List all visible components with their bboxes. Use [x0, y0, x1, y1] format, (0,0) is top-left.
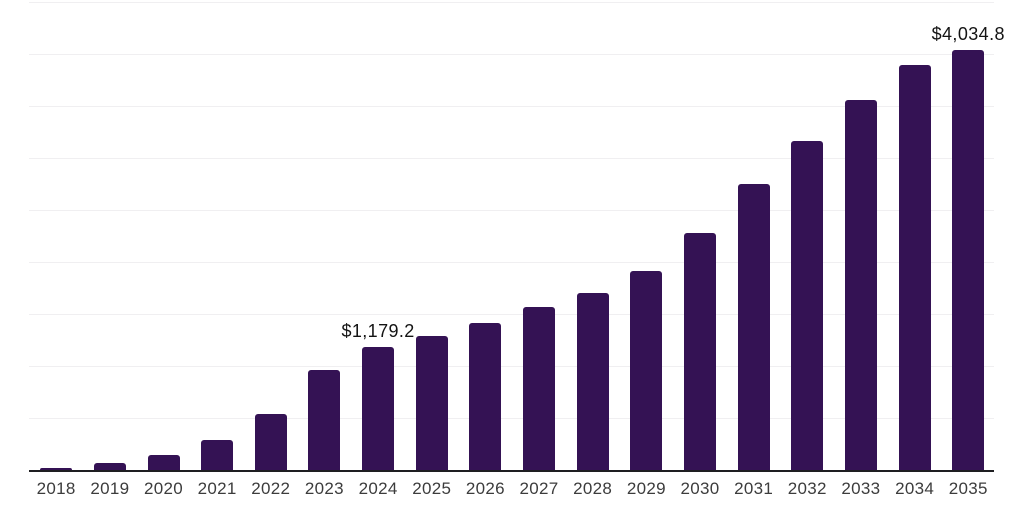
x-tick-label-2031: 2031 [734, 479, 774, 498]
bar-2029 [630, 270, 663, 470]
x-tick-label-2028: 2028 [573, 479, 613, 498]
x-tick-label-2021: 2021 [197, 479, 237, 498]
gridline [29, 366, 994, 367]
bar-2025 [415, 335, 448, 470]
data-label-2035: $4,034.8 [931, 24, 1005, 45]
x-tick-label-2035: 2035 [948, 479, 988, 498]
bar-2023 [308, 370, 341, 470]
bar-2027 [523, 307, 556, 470]
bar-2022 [254, 414, 287, 470]
bar-2021 [201, 440, 234, 470]
bar-2019 [93, 462, 126, 470]
x-tick-label-2034: 2034 [895, 479, 935, 498]
bar-2020 [147, 454, 180, 470]
gridline [29, 418, 994, 419]
gridline [29, 158, 994, 159]
bar-2018 [40, 467, 73, 470]
x-tick-label-2022: 2022 [251, 479, 291, 498]
gridline [29, 106, 994, 107]
x-tick-label-2019: 2019 [90, 479, 130, 498]
bar-2033 [844, 99, 877, 470]
gridline [29, 210, 994, 211]
bar-2031 [737, 184, 770, 470]
x-tick-label-2033: 2033 [841, 479, 881, 498]
gridline [29, 54, 994, 55]
bar-2035 [952, 50, 985, 470]
x-tick-label-2029: 2029 [626, 479, 666, 498]
x-tick-label-2024: 2024 [358, 479, 398, 498]
x-tick-label-2032: 2032 [787, 479, 827, 498]
bar-2028 [576, 292, 609, 470]
x-tick-label-2018: 2018 [36, 479, 76, 498]
x-tick-label-2030: 2030 [680, 479, 720, 498]
bar-2030 [684, 233, 716, 470]
bar-2034 [898, 65, 931, 470]
x-tick-label-2027: 2027 [519, 479, 559, 498]
gridline [29, 314, 994, 315]
x-tick-label-2026: 2026 [465, 479, 505, 498]
bar-2024 [362, 347, 395, 470]
gridline [29, 262, 994, 263]
bar-2032 [791, 141, 824, 470]
x-tick-label-2023: 2023 [304, 479, 344, 498]
data-label-2024: $1,179.2 [341, 321, 415, 342]
x-axis-line [29, 470, 994, 472]
gridline [29, 2, 994, 3]
x-tick-label-2020: 2020 [143, 479, 184, 498]
x-tick-label-2025: 2025 [412, 479, 452, 498]
bar-2026 [469, 322, 502, 470]
